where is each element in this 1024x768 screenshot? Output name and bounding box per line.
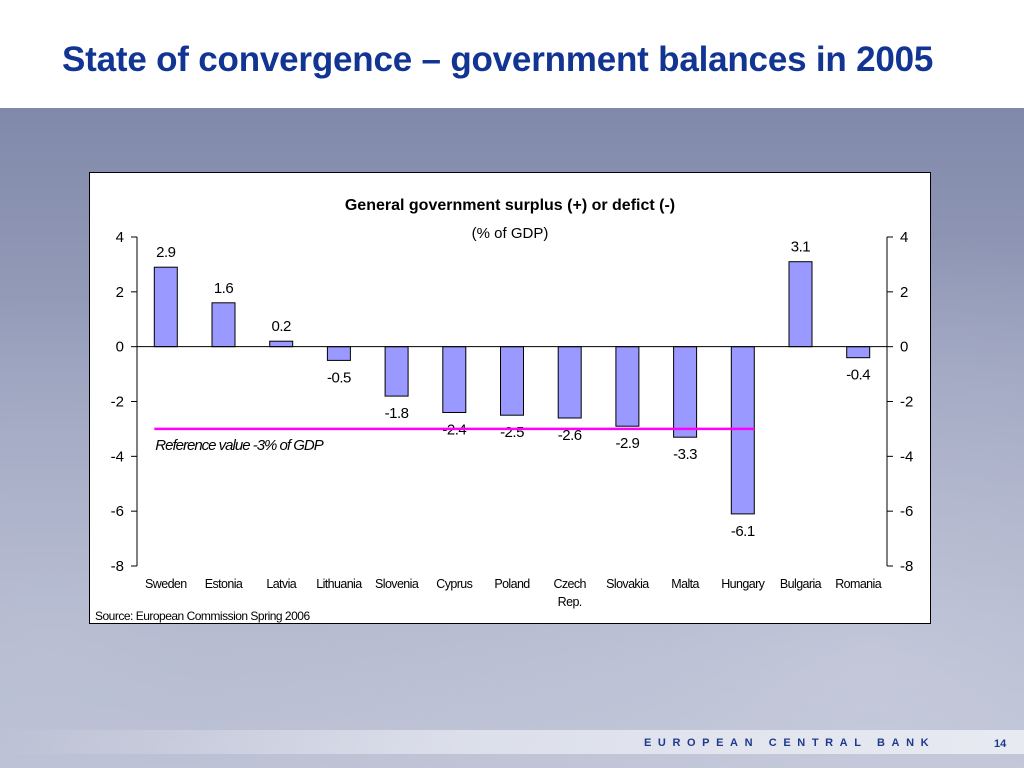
- data-label: -3.3: [673, 446, 697, 463]
- bar-latvia: [269, 340, 294, 348]
- data-label: 1.6: [214, 280, 234, 297]
- bar-poland: [500, 346, 524, 416]
- x-category-label: Cyprus: [436, 577, 472, 591]
- page-number: 14: [994, 738, 1007, 750]
- reference-layer: Reference value -3% of GDP: [154, 427, 755, 454]
- x-category-label: Estonia: [205, 577, 243, 591]
- bar-slovenia: [384, 346, 409, 397]
- data-label: 2.9: [156, 244, 176, 261]
- data-label: -0.5: [327, 369, 351, 386]
- bar-slovakia: [615, 346, 640, 427]
- title-band: State of convergence – government balanc…: [0, 0, 1024, 108]
- bar-cyprus: [442, 346, 467, 413]
- y-tick-label-left: -6: [111, 503, 124, 520]
- y-tick-label-right: 0: [900, 339, 908, 356]
- data-label: -2.6: [558, 427, 582, 444]
- y-tick-label-left: -8: [111, 558, 124, 575]
- bar-hungary: [730, 346, 755, 515]
- y-tick-label-left: 2: [116, 284, 124, 301]
- x-category-label: Hungary: [721, 577, 765, 591]
- y-tick-label-right: -6: [900, 503, 913, 520]
- y-tick-label-right: -8: [900, 558, 913, 575]
- x-category-label: Malta: [671, 577, 699, 591]
- bar-malta: [673, 346, 698, 438]
- y-tick-label-right: -4: [900, 448, 913, 465]
- axes-layer: [131, 236, 893, 567]
- bar-romania: [846, 346, 871, 359]
- data-label: -2.5: [500, 424, 524, 441]
- y-tick-label-left: 4: [116, 229, 124, 246]
- x-category-label: Czech Rep.: [553, 577, 586, 609]
- chart-source: Source: European Commission Spring 2006: [95, 609, 310, 623]
- x-category-label: Lithuania: [316, 577, 362, 591]
- bar-lithuania: [326, 346, 351, 361]
- x-category-label: Sweden: [145, 577, 187, 591]
- data-label: -1.8: [385, 405, 409, 422]
- slide-title: State of convergence – government balanc…: [62, 40, 934, 79]
- bars-layer: [153, 261, 871, 515]
- x-category-label: Slovenia: [375, 577, 419, 591]
- chart-frame: General government surplus (+) or defict…: [89, 172, 931, 624]
- y-tick-label-right: 4: [900, 229, 908, 246]
- footer-band: [0, 730, 1024, 754]
- footer-organization: EUROPEAN CENTRAL BANK: [644, 737, 936, 749]
- data-label: -6.1: [731, 523, 755, 540]
- data-label: 0.2: [272, 318, 292, 335]
- reference-line-label: Reference value -3% of GDP: [155, 437, 323, 454]
- data-label: -2.9: [615, 435, 639, 452]
- bar-sweden: [153, 266, 178, 348]
- data-label: 3.1: [791, 239, 811, 256]
- x-category-label: Poland: [494, 577, 530, 591]
- bar-bulgaria: [788, 261, 813, 348]
- y-tick-label-right: 2: [900, 284, 908, 301]
- x-category-label: Bulgaria: [780, 577, 822, 591]
- chart-subtitle: (% of GDP): [472, 225, 549, 242]
- y-tick-label-left: 0: [116, 339, 124, 356]
- data-label: -0.4: [846, 367, 870, 384]
- x-category-label: Romania: [835, 577, 881, 591]
- bar-czech-rep: [557, 346, 582, 419]
- y-tick-label-left: -4: [111, 448, 124, 465]
- bar-chart: General government surplus (+) or defict…: [95, 197, 914, 623]
- y-tick-label-right: -2: [900, 394, 913, 411]
- chart-title: General government surplus (+) or defict…: [345, 197, 675, 214]
- bar-estonia: [211, 302, 236, 348]
- y-tick-label-left: -2: [111, 394, 124, 411]
- labels-layer: 4 4 2 2 0 0 -2 -2 -4 -4 -6 -6 -8 -8 Sweden Estonia Latvi…: [111, 229, 914, 609]
- x-category-label: Slovakia: [606, 577, 649, 591]
- x-category-label: Latvia: [266, 577, 296, 591]
